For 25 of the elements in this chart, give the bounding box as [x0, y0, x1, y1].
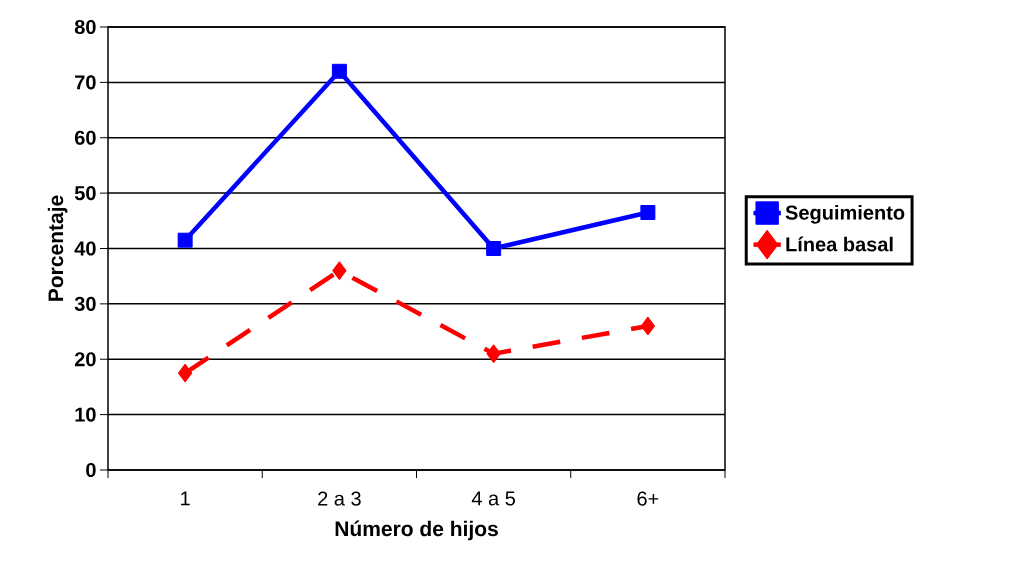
point	[177, 363, 193, 383]
y-tick-label: 10	[75, 407, 96, 422]
x-tick-label: 6+	[637, 491, 659, 506]
point	[640, 316, 656, 336]
point	[177, 232, 193, 248]
x-tick-label: 2 a 3	[318, 491, 361, 506]
x-tick-label: 1	[181, 491, 190, 506]
y-tick-label: 30	[74, 296, 96, 311]
y-axis-title: Porcentaje	[47, 195, 68, 301]
y-tick-label: 0	[86, 462, 96, 478]
point	[486, 344, 501, 364]
legend-label: Seguimiento	[785, 205, 905, 224]
point	[332, 261, 347, 281]
point	[486, 240, 502, 256]
y-tick-label: 80	[74, 19, 96, 35]
point	[640, 205, 656, 220]
y-tick-label: 50	[74, 186, 96, 201]
y-tick-label: 70	[75, 75, 96, 90]
x-tick-label: 4 a 5	[471, 491, 516, 506]
y-tick-label: 60	[74, 130, 96, 145]
y-tick-label: 20	[74, 352, 96, 367]
y-tick-label: 40	[74, 241, 96, 256]
x-axis-title: Número de hijos	[335, 520, 498, 541]
legend-label: Línea basal	[786, 236, 893, 252]
point	[331, 63, 347, 79]
